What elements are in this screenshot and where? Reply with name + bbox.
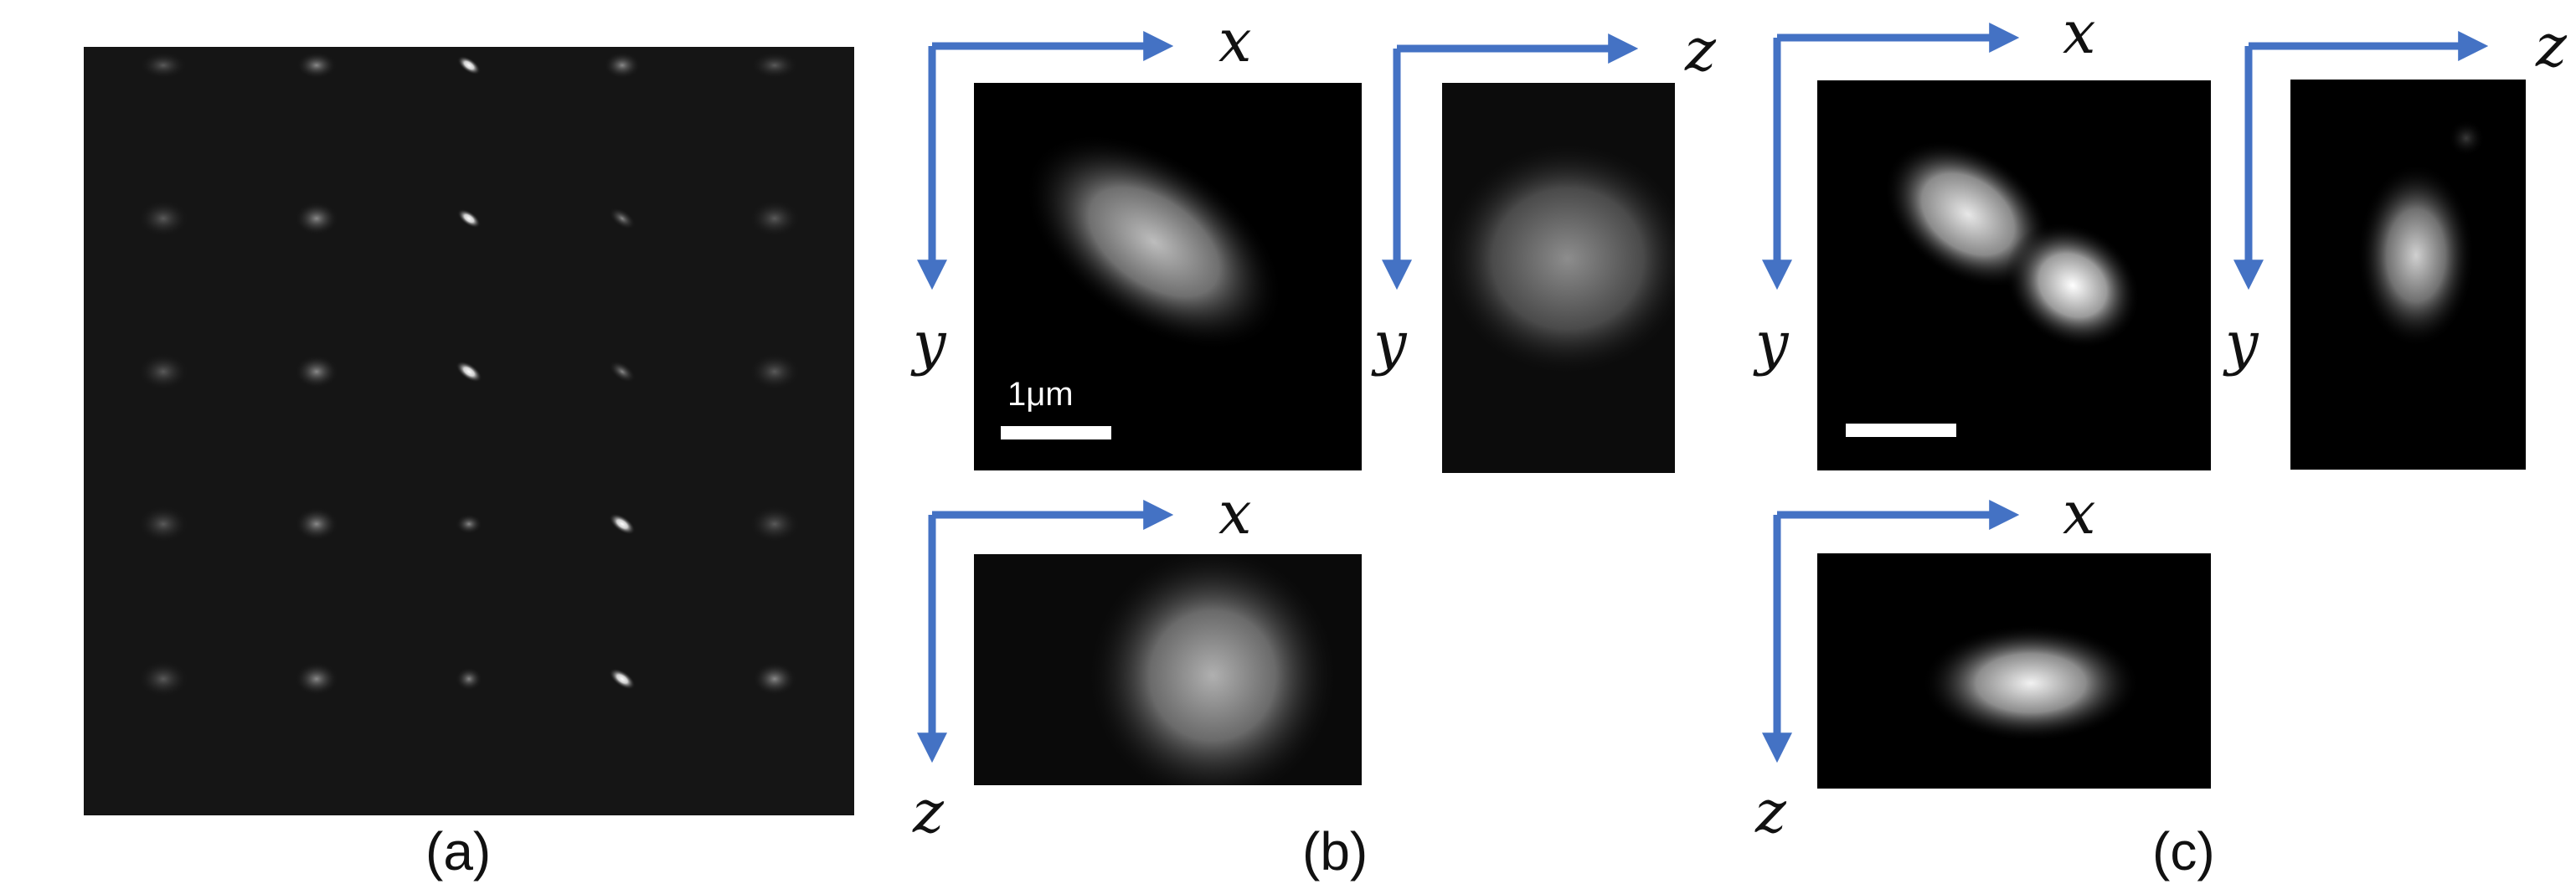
spot-row-1	[140, 52, 798, 79]
arrow-c-zy	[2233, 31, 2489, 290]
spot-row-5	[138, 660, 796, 697]
panel-c-xz-image	[1817, 553, 2211, 789]
arrow-b-xz	[917, 500, 1174, 763]
panel-b-xz-x-label: x	[1218, 479, 1252, 547]
panel-b-xy-x-label: x	[1218, 7, 1252, 75]
arrow-b-xy	[917, 31, 1174, 290]
panel-c-xz-x-label: x	[2063, 479, 2096, 547]
panel-c-zy-y-label: y	[2225, 309, 2259, 378]
panel-c-zy-image	[2290, 80, 2526, 470]
spot-row-2	[138, 200, 800, 237]
panel-a-caption: (a)	[425, 821, 492, 881]
scale-bar-b	[1001, 426, 1111, 439]
panel-b-caption: (b)	[1302, 821, 1368, 881]
arrow-c-xy	[1762, 23, 2020, 290]
panel-c-caption: (c)	[2152, 821, 2215, 881]
panel-a-image	[84, 47, 854, 815]
arrow-c-xz	[1762, 500, 2020, 763]
panel-b-xy-y-label: y	[913, 309, 946, 378]
panel-b-zy-z-label: z	[1685, 16, 1716, 85]
scale-bar-label: 1μm	[1007, 376, 1074, 413]
panel-c-xz-z-label: z	[1755, 778, 1786, 846]
panel-c-xy-x-label: x	[2063, 0, 2096, 67]
panel-b-xy-image: 1μm	[974, 83, 1362, 470]
panel-b-xz-z-label: z	[913, 778, 944, 846]
panel-b-xz-image	[974, 554, 1362, 785]
spot-grid	[138, 52, 800, 697]
spot-row-4	[138, 506, 800, 542]
panel-c-xy-y-label: y	[1755, 309, 1789, 378]
arrow-b-zy	[1382, 33, 1639, 290]
scale-bar-c	[1846, 424, 1956, 437]
spot-row-3	[138, 353, 800, 390]
panel-c-xy-image	[1817, 80, 2211, 470]
panel-b-zy-image	[1442, 83, 1675, 473]
panel-b-zy-y-label: y	[1373, 309, 1407, 378]
panel-c-zy-z-label: z	[2536, 12, 2567, 80]
